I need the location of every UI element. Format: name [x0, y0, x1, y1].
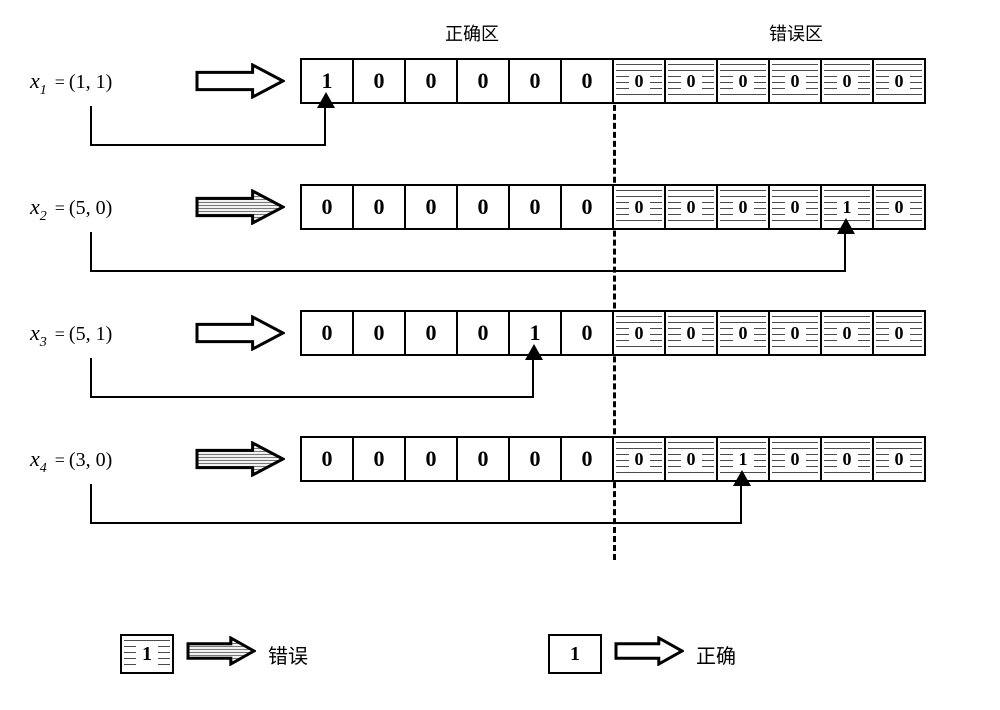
wrong-cell: 0	[664, 58, 718, 104]
cell-array: 000010000000	[300, 310, 926, 356]
wrong-cell: 0	[820, 58, 874, 104]
legend-item-correct: 1 正确	[548, 634, 736, 674]
wrong-cell: 0	[768, 436, 822, 482]
maps-to-arrow	[180, 315, 300, 351]
correct-cell: 0	[300, 436, 354, 482]
connector-region	[30, 108, 970, 180]
correct-cell: 0	[352, 58, 406, 104]
pointer-connector	[90, 106, 326, 146]
wrong-cell: 0	[664, 184, 718, 230]
cell-array: 100000000000	[300, 58, 926, 104]
legend-item-wrong: 1 错误	[120, 634, 308, 674]
variable-label: x1=(1, 1)	[30, 68, 180, 94]
wrong-cell: 0	[612, 184, 666, 230]
pointer-connector	[90, 232, 846, 272]
correct-cell: 0	[456, 310, 510, 356]
pointer-connector	[90, 484, 742, 524]
correct-cell: 0	[352, 436, 406, 482]
wrong-cell: 0	[612, 58, 666, 104]
legend-label-correct: 正确	[696, 640, 736, 669]
legend-arrow-wrong	[186, 636, 256, 672]
legend-arrow-correct	[614, 636, 684, 672]
maps-to-arrow	[180, 63, 300, 99]
connector-region	[30, 486, 970, 558]
wrong-cell: 0	[872, 184, 926, 230]
data-row: x4=(3, 0) 000000001000	[30, 432, 970, 486]
correct-cell: 0	[508, 184, 562, 230]
header-correct-label: 正确区	[310, 20, 634, 46]
wrong-cell: 0	[872, 436, 926, 482]
correct-cell: 0	[352, 184, 406, 230]
wrong-cell: 0	[820, 310, 874, 356]
pointer-arrowhead-icon	[525, 344, 543, 360]
wrong-cell: 0	[768, 58, 822, 104]
correct-cell: 0	[352, 310, 406, 356]
correct-cell: 0	[404, 436, 458, 482]
variable-label: x4=(3, 0)	[30, 446, 180, 472]
maps-to-arrow	[180, 441, 300, 477]
correct-cell: 0	[560, 310, 614, 356]
wrong-cell: 0	[872, 58, 926, 104]
legend-cell-correct: 1	[548, 634, 602, 674]
correct-cell: 0	[508, 58, 562, 104]
legend-label-wrong: 错误	[268, 640, 308, 669]
cell-array: 000000000010	[300, 184, 926, 230]
correct-cell: 0	[560, 184, 614, 230]
correct-cell: 0	[508, 436, 562, 482]
correct-cell: 0	[456, 436, 510, 482]
wrong-cell: 0	[716, 184, 770, 230]
variable-label: x3=(5, 1)	[30, 320, 180, 346]
legend-cell-wrong: 1	[120, 634, 174, 674]
wrong-cell: 0	[716, 310, 770, 356]
wrong-cell: 0	[768, 310, 822, 356]
wrong-cell: 0	[716, 58, 770, 104]
wrong-cell: 0	[768, 184, 822, 230]
correct-cell: 0	[404, 310, 458, 356]
data-row: x2=(5, 0) 000000000010	[30, 180, 970, 234]
pointer-connector	[90, 358, 534, 398]
correct-cell: 0	[456, 184, 510, 230]
wrong-cell: 0	[664, 436, 718, 482]
correct-cell: 0	[456, 58, 510, 104]
correct-cell: 0	[300, 184, 354, 230]
header-wrong-label: 错误区	[634, 20, 958, 46]
wrong-cell: 0	[664, 310, 718, 356]
correct-cell: 0	[300, 310, 354, 356]
connector-region	[30, 360, 970, 432]
cell-array: 000000001000	[300, 436, 926, 482]
variable-label: x2=(5, 0)	[30, 194, 180, 220]
correct-cell: 0	[560, 436, 614, 482]
correct-cell: 0	[404, 184, 458, 230]
pointer-arrowhead-icon	[317, 92, 335, 108]
wrong-cell: 0	[820, 436, 874, 482]
wrong-cell: 0	[872, 310, 926, 356]
wrong-cell: 0	[612, 310, 666, 356]
pointer-arrowhead-icon	[733, 470, 751, 486]
correct-cell: 0	[560, 58, 614, 104]
wrong-cell: 0	[612, 436, 666, 482]
connector-region	[30, 234, 970, 306]
legend: 1 错误 1 正确	[120, 634, 736, 674]
data-row: x1=(1, 1) 100000000000	[30, 54, 970, 108]
correct-cell: 0	[404, 58, 458, 104]
pointer-arrowhead-icon	[837, 218, 855, 234]
maps-to-arrow	[180, 189, 300, 225]
data-row: x3=(5, 1) 000010000000	[30, 306, 970, 360]
